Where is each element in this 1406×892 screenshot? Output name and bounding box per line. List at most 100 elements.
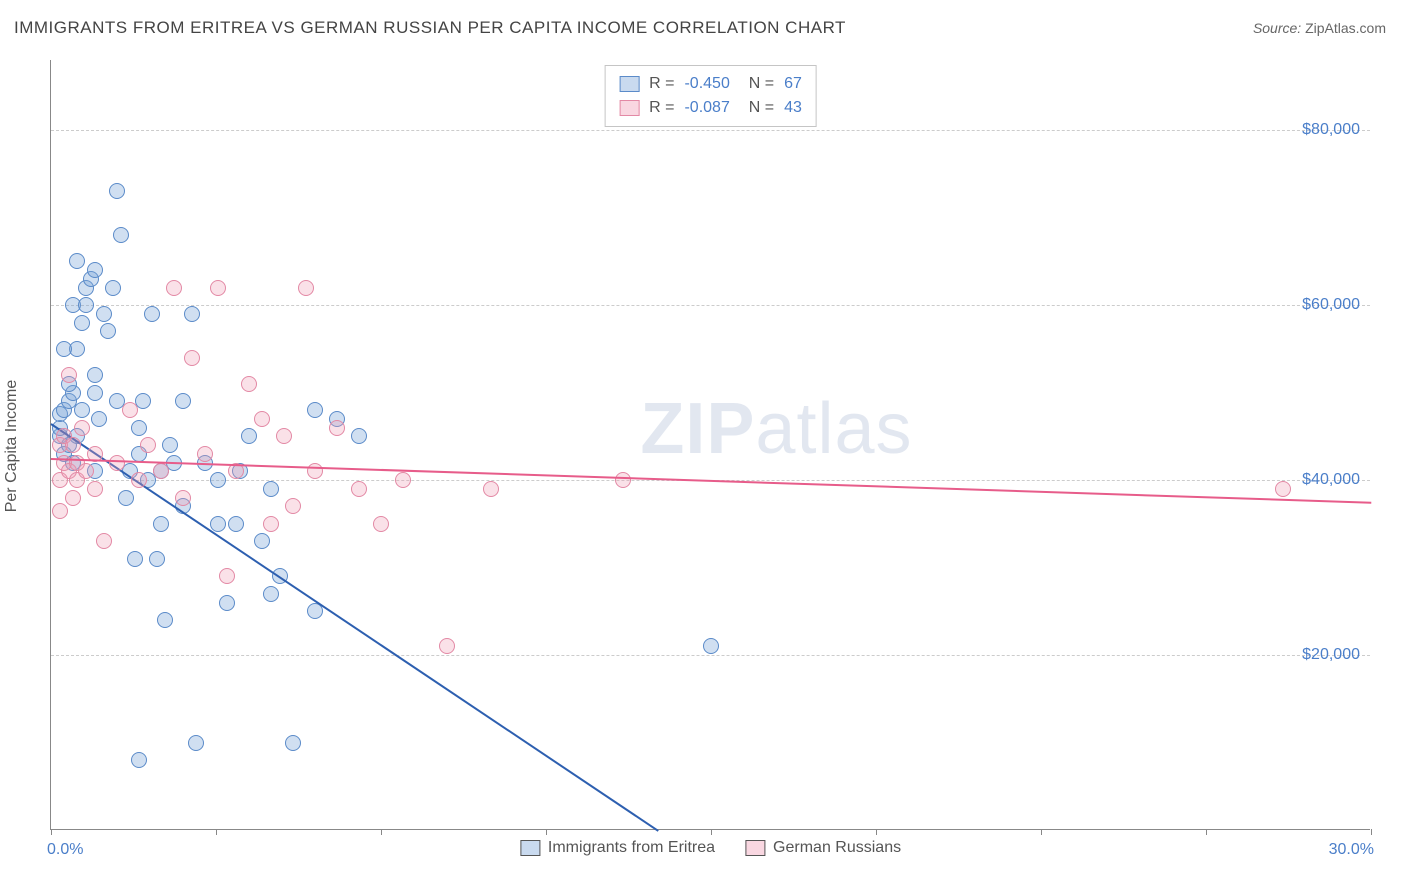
x-axis-min-label: 0.0%: [47, 841, 83, 859]
scatter-point: [285, 498, 301, 514]
scatter-point: [329, 420, 345, 436]
scatter-point: [74, 420, 90, 436]
scatter-point: [127, 551, 143, 567]
x-tick: [216, 829, 217, 835]
scatter-point: [254, 411, 270, 427]
bottom-legend: Immigrants from Eritrea German Russians: [520, 839, 901, 857]
scatter-point: [285, 735, 301, 751]
scatter-point: [175, 393, 191, 409]
scatter-point: [131, 752, 147, 768]
scatter-point: [298, 280, 314, 296]
scatter-point: [263, 481, 279, 497]
legend-item: Immigrants from Eritrea: [520, 839, 715, 857]
scatter-point: [703, 638, 719, 654]
stat-label: N =: [740, 72, 774, 96]
scatter-point: [184, 350, 200, 366]
stat-label: R =: [649, 72, 674, 96]
scatter-point: [87, 385, 103, 401]
legend-label: Immigrants from Eritrea: [548, 839, 715, 857]
gridline: [51, 130, 1370, 131]
scatter-point: [615, 472, 631, 488]
x-tick: [1206, 829, 1207, 835]
scatter-point: [69, 253, 85, 269]
scatter-point: [74, 402, 90, 418]
scatter-point: [307, 402, 323, 418]
y-tick-label: $20,000: [1302, 646, 1360, 664]
stat-r-value: -0.087: [684, 96, 729, 120]
scatter-point: [87, 481, 103, 497]
scatter-point: [100, 323, 116, 339]
stat-n-value: 67: [784, 72, 802, 96]
scatter-point: [131, 420, 147, 436]
scatter-point: [241, 376, 257, 392]
scatter-point: [1275, 481, 1291, 497]
x-tick: [1041, 829, 1042, 835]
scatter-point: [373, 516, 389, 532]
scatter-point: [175, 490, 191, 506]
x-tick: [381, 829, 382, 835]
scatter-point: [113, 227, 129, 243]
scatter-point: [131, 472, 147, 488]
scatter-point: [439, 638, 455, 654]
scatter-point: [65, 490, 81, 506]
scatter-point: [96, 533, 112, 549]
scatter-point: [263, 586, 279, 602]
scatter-point: [153, 463, 169, 479]
source-label: Source:: [1253, 20, 1301, 36]
scatter-point: [241, 428, 257, 444]
stats-row: R = -0.450 N = 67: [619, 72, 802, 96]
scatter-point: [228, 516, 244, 532]
scatter-point: [52, 503, 68, 519]
scatter-point: [395, 472, 411, 488]
stat-n-value: 43: [784, 96, 802, 120]
chart-title: IMMIGRANTS FROM ERITREA VS GERMAN RUSSIA…: [14, 18, 846, 38]
x-tick: [876, 829, 877, 835]
scatter-point: [74, 315, 90, 331]
scatter-point: [210, 472, 226, 488]
scatter-point: [263, 516, 279, 532]
x-tick: [1371, 829, 1372, 835]
x-axis-max-label: 30.0%: [1329, 841, 1374, 859]
y-tick-label: $40,000: [1302, 471, 1360, 489]
scatter-point: [78, 463, 94, 479]
scatter-point: [276, 428, 292, 444]
source-value: ZipAtlas.com: [1305, 20, 1386, 36]
scatter-point: [140, 437, 156, 453]
legend-item: German Russians: [745, 839, 901, 857]
scatter-point: [166, 280, 182, 296]
y-tick-label: $60,000: [1302, 296, 1360, 314]
legend-swatch: [619, 76, 639, 92]
scatter-point: [483, 481, 499, 497]
scatter-point: [109, 455, 125, 471]
scatter-point: [210, 280, 226, 296]
scatter-point: [109, 183, 125, 199]
stat-label: N =: [740, 96, 774, 120]
scatter-point: [351, 481, 367, 497]
stat-label: R =: [649, 96, 674, 120]
chart-plot-area: ZIPatlas R =-0.450 N =67R =-0.087 N =43 …: [50, 60, 1370, 830]
scatter-point: [78, 297, 94, 313]
scatter-point: [91, 411, 107, 427]
scatter-point: [56, 341, 72, 357]
scatter-point: [149, 551, 165, 567]
scatter-point: [351, 428, 367, 444]
scatter-point: [162, 437, 178, 453]
source-attribution: Source: ZipAtlas.com: [1253, 20, 1386, 36]
scatter-point: [61, 367, 77, 383]
y-axis-title: Per Capita Income: [3, 380, 21, 513]
y-tick-label: $80,000: [1302, 121, 1360, 139]
stat-r-value: -0.450: [684, 72, 729, 96]
scatter-point: [65, 437, 81, 453]
legend-swatch: [619, 100, 639, 116]
legend-label: German Russians: [773, 839, 901, 857]
legend-swatch: [745, 840, 765, 856]
scatter-point: [157, 612, 173, 628]
scatter-point: [219, 568, 235, 584]
scatter-point: [87, 367, 103, 383]
x-tick: [546, 829, 547, 835]
scatter-point: [122, 402, 138, 418]
watermark: ZIPatlas: [640, 388, 912, 470]
watermark-light: atlas: [755, 389, 912, 469]
scatter-point: [153, 516, 169, 532]
correlation-stats-box: R = -0.450 N = 67 R = -0.087 N = 43: [604, 65, 817, 127]
